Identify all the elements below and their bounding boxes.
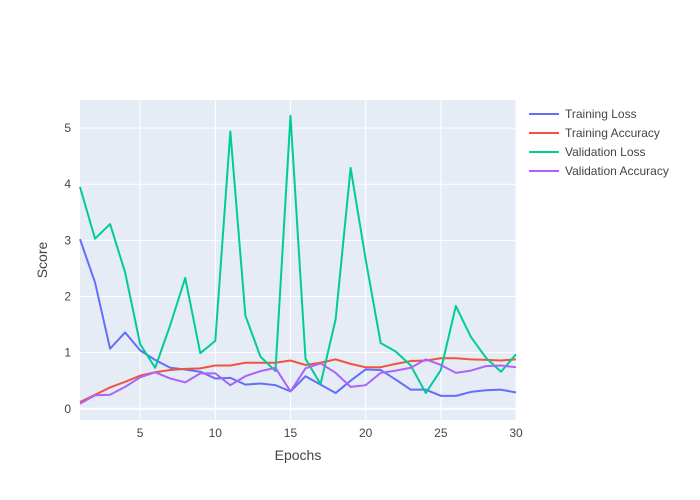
legend-item-validation-accuracy[interactable]: Validation Accuracy (529, 164, 669, 178)
y-tick-labels: 0 1 2 3 4 5 (64, 121, 71, 416)
legend-item-training-loss[interactable]: Training Loss (529, 107, 637, 121)
x-tick-label: 15 (284, 426, 298, 440)
legend[interactable]: Training Loss Training Accuracy Validation… (529, 107, 669, 178)
legend-item-validation-loss[interactable]: Validation Loss (529, 145, 646, 159)
y-tick-label: 1 (64, 346, 71, 360)
legend-label: Training Loss (565, 107, 637, 121)
x-tick-label: 25 (434, 426, 448, 440)
legend-item-training-accuracy[interactable]: Training Accuracy (529, 126, 660, 140)
y-tick-label: 4 (64, 177, 71, 191)
x-axis-title: Epochs (275, 447, 322, 463)
y-tick-label: 5 (64, 121, 71, 135)
y-tick-label: 2 (64, 289, 71, 303)
legend-label: Training Accuracy (565, 126, 660, 140)
x-tick-labels: 5 10 15 20 25 30 (137, 426, 523, 440)
y-tick-label: 3 (64, 233, 71, 247)
y-axis-title: Score (34, 242, 50, 279)
legend-label: Validation Loss (565, 145, 646, 159)
x-tick-label: 20 (359, 426, 373, 440)
plot-background (80, 100, 516, 420)
x-tick-label: 30 (509, 426, 523, 440)
x-tick-label: 5 (137, 426, 144, 440)
legend-label: Validation Accuracy (565, 164, 669, 178)
y-tick-label: 0 (64, 402, 71, 416)
x-tick-label: 10 (209, 426, 223, 440)
